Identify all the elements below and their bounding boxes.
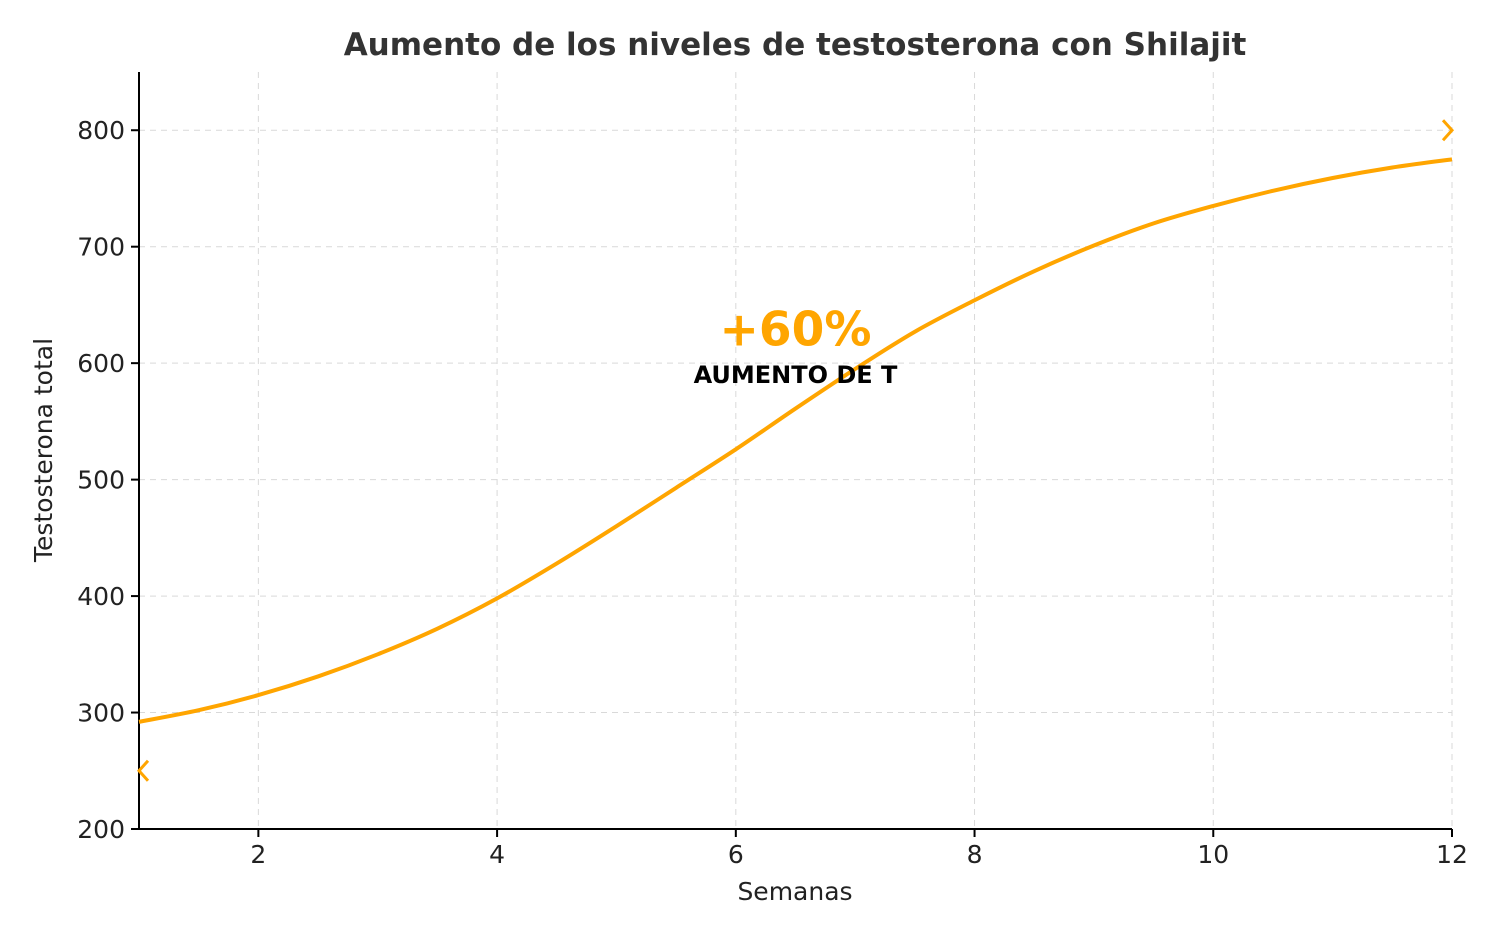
x-tick-label: 2 [250,840,266,869]
ticks: 2 4 6 8 10 12 200 300 400 500 600 700 800 [77,116,1468,869]
y-tick-label: 600 [77,349,125,378]
y-tick-label: 200 [77,815,125,844]
annotation-label: AUMENTO DE T [694,361,898,389]
x-tick-label: 12 [1436,840,1468,869]
x-tick-label: 8 [967,840,983,869]
end-marker [1441,119,1455,142]
y-tick-label: 800 [77,116,125,145]
y-tick-label: 700 [77,233,125,262]
y-tick-label: 300 [77,699,125,728]
y-tick-label: 400 [77,582,125,611]
x-tick-label: 10 [1197,840,1229,869]
chart-title: Aumento de los niveles de testosterona c… [344,27,1247,63]
series-group [138,157,1453,724]
markers-group [136,119,1455,782]
y-tick-label: 500 [77,466,125,495]
x-tick-label: 6 [728,840,744,869]
x-tick-label: 4 [489,840,505,869]
x-axis-label: Semanas [737,877,852,906]
start-marker [136,759,150,782]
annotations-group: +60% AUMENTO DE T [694,303,898,389]
grid [139,72,1453,829]
y-axis-label: Testosterona total [29,338,58,563]
annotation-percent: +60% [720,303,872,358]
series-line [138,157,1453,724]
